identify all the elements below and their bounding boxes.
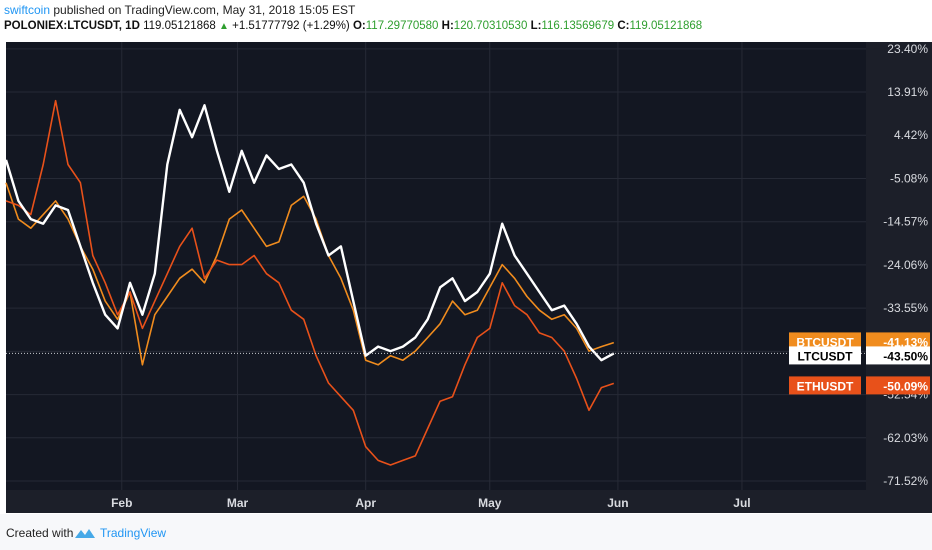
- low-value: 116.13569679: [541, 20, 615, 32]
- publish-header: swiftcoin published on TradingView.com, …: [4, 3, 355, 17]
- tradingview-link[interactable]: TradingView: [100, 526, 167, 540]
- x-tick-labels: Feb Mar Apr May Jun Jul: [111, 496, 751, 510]
- series-line-ltcusdt: [4, 104, 615, 362]
- y-tick-label: -5.08%: [890, 171, 928, 185]
- plot-area[interactable]: [6, 42, 866, 490]
- x-tick-label: Mar: [227, 496, 249, 510]
- comparison-chart[interactable]: Feb Mar Apr May Jun Jul 23.40% 13.91% 4.42% -5.0…: [0, 40, 932, 514]
- series-name-tag: LTCUSDT: [797, 349, 853, 363]
- symbol-name: POLONIEX:LTCUSDT, 1D: [4, 20, 140, 32]
- tradingview-logo-icon: [75, 529, 95, 538]
- price-axis[interactable]: [866, 42, 932, 513]
- time-axis[interactable]: [6, 490, 866, 513]
- y-tick-label: -33.55%: [883, 301, 928, 315]
- series-value-tag: -50.09%: [883, 379, 928, 393]
- high-value: 120.70310530: [453, 20, 528, 32]
- x-tick-label: Jun: [607, 496, 628, 510]
- series-name-tag: BTCUSDT: [796, 335, 854, 349]
- series-name-tag-bg: [789, 376, 861, 395]
- series-value-tag: -41.13%: [883, 335, 928, 349]
- series-name-tag: ETHUSDT: [797, 379, 854, 393]
- low-label: L:: [530, 20, 542, 32]
- series-value-tag-bg: [866, 346, 930, 365]
- y-tick-label: -14.57%: [883, 215, 928, 229]
- series-value-tag-bg: [866, 332, 930, 351]
- series-value-tag: -43.50%: [883, 349, 928, 363]
- y-tick-label: 13.91%: [887, 85, 928, 99]
- open-value: 117.29770580: [365, 20, 439, 32]
- x-tick-label: Feb: [111, 496, 132, 510]
- y-tick-label: 23.40%: [887, 42, 928, 56]
- series-value-tag-bg: [866, 376, 930, 395]
- close-label: C:: [617, 20, 630, 32]
- series-name-tag-bg: [789, 332, 861, 351]
- series-lines: [4, 99, 866, 466]
- y-tick-label: -24.06%: [883, 258, 928, 272]
- symbol-header: POLONIEX:LTCUSDT, 1D 119.05121868 ▲ +1.5…: [4, 20, 702, 32]
- author-link[interactable]: swiftcoin: [4, 3, 51, 17]
- x-tick-label: Apr: [355, 496, 376, 510]
- series-labels: BTCUSDT -41.13% LTCUSDT -43.50% ETHUSDT -50.0…: [789, 332, 930, 395]
- x-tick-label: Jul: [733, 496, 750, 510]
- y-tick-label: -71.52%: [883, 474, 928, 488]
- series-line-ethusdt: [5, 99, 615, 466]
- x-tick-label: May: [478, 496, 502, 510]
- series-line-btcusdt: [5, 182, 615, 366]
- series-name-tag-bg: [789, 346, 861, 365]
- change-value: +1.51777792 (+1.29%): [232, 20, 350, 32]
- y-tick-label: 4.42%: [894, 128, 928, 142]
- y-tick-label: -62.03%: [883, 431, 928, 445]
- close-value: 119.05121868: [629, 20, 703, 32]
- created-with-text: Created with: [6, 526, 74, 540]
- high-label: H:: [441, 20, 454, 32]
- up-arrow-icon: ▲: [219, 21, 229, 32]
- open-label: O:: [352, 20, 366, 32]
- footer: Created with TradingView: [0, 514, 932, 550]
- published-info: published on TradingView.com, May 31, 20…: [53, 3, 356, 17]
- price-value: 119.05121868: [143, 20, 216, 32]
- grid-lines: [6, 42, 866, 490]
